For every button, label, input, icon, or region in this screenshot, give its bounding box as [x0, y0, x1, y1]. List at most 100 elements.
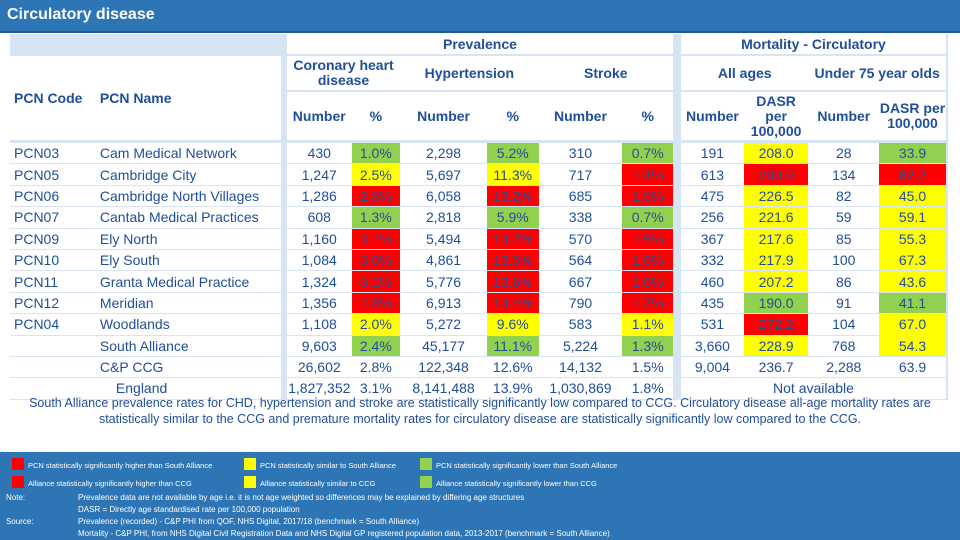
hyp-percent: 5.9% [487, 207, 539, 229]
stroke-number: 338 [538, 207, 623, 229]
u75-dasr: 82.2 [879, 164, 946, 186]
pcn-name: Granta Medical Practice [95, 271, 281, 293]
chd-number: 1,084 [286, 249, 352, 272]
yellow-legend-swatch [244, 458, 256, 470]
u75-number: 134 [808, 164, 880, 186]
table-row: PCN03 Cam Medical Network 430 1.0% 2,298 5.2%… [10, 143, 948, 165]
u75-number: 2,288 [808, 356, 880, 379]
chd-header: Coronary heart disease [286, 56, 401, 90]
u75-dasr: 59.1 [879, 207, 946, 229]
england-stroke-number: 1,030,869 [538, 378, 623, 400]
red-legend-swatch [12, 458, 24, 470]
u75-number-header: Number [808, 92, 880, 140]
table-row: C&P CCG 26,602 2.8% 122,348 12.6% 14,132 1.5% 9… [10, 356, 948, 379]
chd-percent-header: % [351, 92, 401, 140]
legend-green-alliance: Alliance statistically significantly low… [436, 479, 597, 488]
stroke-percent: 1.5% [622, 185, 674, 208]
england-name: England [95, 378, 281, 400]
all-dasr: 290.0 [743, 164, 809, 186]
pcn-name: Cambridge City [95, 164, 281, 186]
chd-percent: 2.4% [351, 335, 401, 357]
legend-yellow-alliance: Alliance statistically similar to CCG [260, 479, 376, 488]
u75-number: 86 [808, 271, 880, 293]
pcn-code: PCN07 [10, 207, 96, 229]
hyp-number: 2,818 [400, 207, 487, 229]
stroke-number-header: Number [538, 92, 623, 140]
all-dasr: 228.9 [743, 335, 809, 357]
stroke-number: 564 [538, 249, 623, 272]
caption-text: South Alliance prevalence rates for CHD,… [29, 396, 931, 426]
hyp-percent: 5.2% [487, 143, 539, 165]
u75-dasr: 63.9 [879, 356, 946, 379]
mortality-header: Mortality - Circulatory [681, 34, 946, 54]
hyp-percent-header: % [487, 92, 539, 140]
pcn-code: PCN10 [10, 249, 96, 272]
pcn-name: South Alliance [95, 335, 281, 357]
all-dasr: 221.6 [743, 207, 809, 229]
chd-percent: 2.0% [351, 314, 401, 336]
chd-number: 9,603 [286, 335, 352, 357]
all-ages-header: All ages [681, 56, 809, 90]
hyp-number: 122,348 [400, 356, 487, 379]
u75-dasr: 41.1 [879, 292, 946, 315]
chd-percent: 2.8% [351, 356, 401, 379]
pcn-code: PCN09 [10, 228, 96, 250]
green-legend-swatch-2 [420, 476, 432, 488]
legend-red-pcn: PCN statistically significantly higher t… [28, 461, 213, 470]
hypertension-header: Hypertension [400, 56, 539, 90]
pcn-code [10, 335, 96, 357]
legend-panel: PCN statistically significantly higher t… [0, 452, 960, 540]
u75-dasr: 55.3 [879, 228, 946, 250]
all-number: 3,660 [681, 335, 744, 357]
hyp-number: 4,861 [400, 249, 487, 272]
stroke-header: Stroke [538, 56, 674, 90]
chd-percent: 3.0% [351, 249, 401, 272]
pcn-name: Cam Medical Network [95, 143, 281, 165]
hyp-number: 5,494 [400, 228, 487, 250]
chd-number: 1,160 [286, 228, 352, 250]
chd-number: 1,247 [286, 164, 352, 186]
all-dasr: 190.0 [743, 292, 809, 315]
pcn-name: Ely South [95, 249, 281, 272]
table-row: PCN07 Cantab Medical Practices 608 1.3% 2,81… [10, 207, 948, 229]
england-stroke-percent: 1.8% [622, 378, 674, 400]
hyp-percent: 11.1% [487, 335, 539, 357]
pcn-name: Woodlands [95, 314, 281, 336]
chd-number: 1,108 [286, 314, 352, 336]
u75-dasr: 33.9 [879, 143, 946, 165]
u75-number: 104 [808, 314, 880, 336]
pcn-name: Meridian [95, 292, 281, 315]
chd-number: 26,602 [286, 356, 352, 379]
pcn-code [10, 356, 96, 379]
all-dasr: 226.5 [743, 185, 809, 208]
chd-percent: 2.5% [351, 164, 401, 186]
hyp-number: 6,913 [400, 292, 487, 315]
page-title: Circulatory disease [7, 6, 155, 23]
hyp-percent: 13.5% [487, 249, 539, 272]
all-dasr: 217.6 [743, 228, 809, 250]
stroke-number: 14,132 [538, 356, 623, 379]
u75-dasr-header: DASR per 100,000 [879, 92, 946, 140]
u75-number: 91 [808, 292, 880, 315]
note-label: Note: [6, 493, 26, 502]
hyp-percent: 14.7% [487, 228, 539, 250]
u75-number: 59 [808, 207, 880, 229]
stroke-number: 667 [538, 271, 623, 293]
all-number: 191 [681, 143, 744, 165]
u75-number: 768 [808, 335, 880, 357]
all-number: 460 [681, 271, 744, 293]
all-dasr: 236.7 [743, 356, 809, 379]
source-label: Source: [6, 517, 34, 526]
note-line-2: DASR = Directly age standardised rate pe… [78, 505, 300, 514]
chd-number: 1,286 [286, 185, 352, 208]
table-row-england: England 1,827,352 3.1% 8,141,488 13.9% 1… [10, 378, 948, 400]
stroke-percent: 1.1% [622, 314, 674, 336]
stroke-number: 310 [538, 143, 623, 165]
u75-number: 82 [808, 185, 880, 208]
england-chd-number: 1,827,352 [286, 378, 352, 400]
legend-red-alliance: Alliance statistically significantly hig… [28, 479, 192, 488]
table-row: PCN04 Woodlands 1,108 2.0% 5,272 9.6% 583 1.1% 5… [10, 314, 948, 336]
all-number: 613 [681, 164, 744, 186]
stroke-number: 570 [538, 228, 623, 250]
hyp-number: 5,776 [400, 271, 487, 293]
